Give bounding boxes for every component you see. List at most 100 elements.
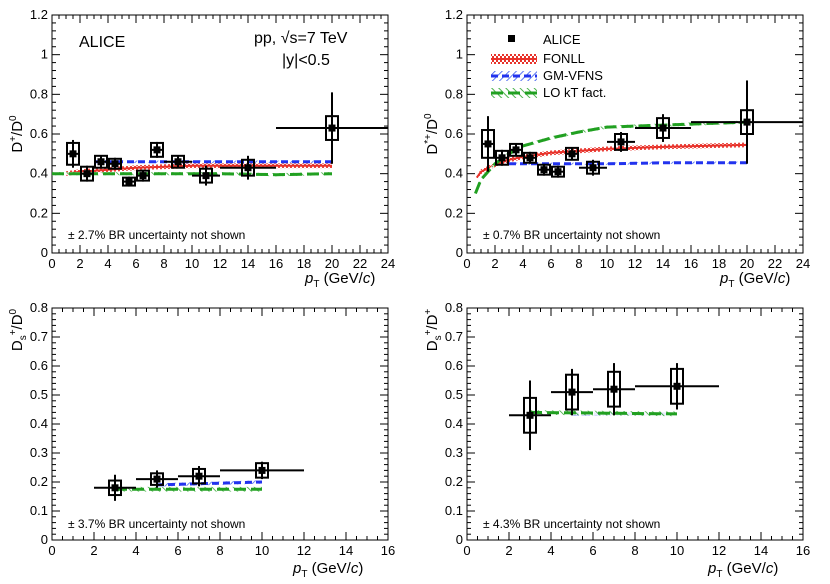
- marker: [202, 172, 210, 180]
- legend: ALICE FONLL GM-VFNS LO kT fact.: [491, 32, 606, 100]
- legend-marker-alice: [508, 35, 515, 42]
- model-curves: [474, 120, 748, 196]
- model-line-gm-vfns: [509, 161, 747, 166]
- syst-box: [565, 146, 579, 161]
- marker: [659, 124, 667, 132]
- data-point: [164, 154, 192, 169]
- y-tick-label: 0.3: [30, 445, 48, 460]
- x-tick-label: 0: [48, 543, 55, 558]
- y-tick-label: 0.2: [30, 205, 48, 220]
- marker: [111, 484, 119, 492]
- x-tick-label: 12: [213, 256, 227, 271]
- y-tick-label: 0: [41, 245, 48, 260]
- syst-box: [586, 160, 600, 175]
- plot-frame: [51, 307, 389, 541]
- syst-box: [325, 115, 339, 141]
- data-point: [691, 80, 803, 164]
- data-point: [136, 169, 150, 182]
- y-tick-label: 0.2: [445, 205, 463, 220]
- syst-box: [241, 158, 255, 177]
- y-tick-label: 0.7: [445, 329, 463, 344]
- marker: [512, 146, 520, 154]
- y-tick-label: 0.4: [445, 166, 463, 181]
- marker: [673, 382, 681, 390]
- x-tick-label: 14: [241, 256, 255, 271]
- x-axis-label: pT (GeV/c): [707, 560, 778, 580]
- legend-entry-lokt: LO kT fact.: [491, 85, 606, 100]
- x-axis-label: pT (GeV/c): [304, 270, 375, 290]
- marker: [69, 150, 77, 158]
- legend-label-alice: ALICE: [543, 32, 581, 47]
- panel-ds-d0: 0 2 4 6 8 10 12 14 16 0 0.1 0.2 0.3 0.4 0.5 0.6 0.7 0.8 D…: [8, 300, 395, 580]
- syst-box: [670, 367, 684, 405]
- system-label: pp, √s=7 TeV: [254, 30, 348, 47]
- y-tick-label: 0.4: [30, 416, 48, 431]
- x-tick-label: 12: [297, 543, 311, 558]
- data-point: [108, 157, 122, 170]
- syst-box: [495, 149, 509, 166]
- br-note: ± 0.7% BR uncertainty not shown: [483, 228, 660, 242]
- data-point: [80, 165, 94, 182]
- x-tick-label: 12: [712, 543, 726, 558]
- marker: [111, 160, 119, 168]
- syst-box: [565, 373, 579, 411]
- x-tick-label: 16: [684, 256, 698, 271]
- data-point: [122, 176, 136, 187]
- y-tick-label: 0.1: [445, 503, 463, 518]
- syst-box: [108, 479, 122, 497]
- model-line-gm-vfns: [156, 480, 263, 487]
- x-tick-label: 14: [656, 256, 670, 271]
- y-tick-label: 0: [456, 245, 463, 260]
- data-point: [66, 139, 80, 168]
- x-tick-label: 22: [768, 256, 782, 271]
- marker: [484, 140, 492, 148]
- marker: [139, 172, 147, 180]
- data-point: [94, 154, 108, 169]
- y-tick-label: 0.6: [445, 126, 463, 141]
- data-point: [495, 149, 509, 166]
- marker: [610, 385, 618, 393]
- model-curves: [115, 480, 263, 492]
- data-point: [220, 461, 304, 480]
- data-point: [192, 165, 220, 186]
- x-tick-label: 6: [547, 256, 554, 271]
- legend-entry-gmvfns: GM-VFNS: [491, 68, 603, 83]
- syst-box: [136, 169, 150, 182]
- legend-entry-fonll: FONLL: [491, 51, 585, 66]
- syst-box: [150, 472, 164, 486]
- y-tick-label: 0.6: [30, 358, 48, 373]
- y-tick-label: 0.4: [30, 166, 48, 181]
- y-tick-label: 0.6: [445, 358, 463, 373]
- marker: [554, 168, 562, 176]
- x-tick-label: 18: [297, 256, 311, 271]
- syst-box: [740, 109, 754, 135]
- syst-box: [523, 151, 537, 164]
- panel-ds-dplus: 0 2 4 6 8 10 12 14 16 0 0.1 0.2 0.3 0.4 0.5 0.6 0.7 0.8 D…: [423, 300, 810, 580]
- y-tick-label: 0.2: [445, 474, 463, 489]
- data-point: [551, 165, 565, 178]
- x-tick-label: 4: [547, 543, 554, 558]
- marker: [743, 118, 751, 126]
- data-point: [523, 151, 537, 164]
- syst-box: [523, 396, 537, 434]
- y-tick-label: 0.5: [445, 387, 463, 402]
- syst-box: [614, 133, 628, 151]
- data-point: [276, 92, 388, 164]
- data-point: [509, 380, 551, 451]
- y-tick-label: 0.2: [30, 474, 48, 489]
- x-tick-label: 6: [132, 256, 139, 271]
- y-axis-label: Ds+/D+: [423, 309, 444, 352]
- syst-box: [255, 462, 269, 479]
- x-tick-label: 10: [255, 543, 269, 558]
- data-points: [94, 461, 304, 501]
- x-tick-label: 8: [575, 256, 582, 271]
- y-tick-label: 0.6: [30, 126, 48, 141]
- x-tick-label: 8: [160, 256, 167, 271]
- data-points: [481, 80, 803, 178]
- y-tick-label: 0: [41, 532, 48, 547]
- y-tick-label: 0.8: [30, 86, 48, 101]
- y-tick-label: 0.8: [30, 300, 48, 315]
- data-point: [509, 142, 523, 157]
